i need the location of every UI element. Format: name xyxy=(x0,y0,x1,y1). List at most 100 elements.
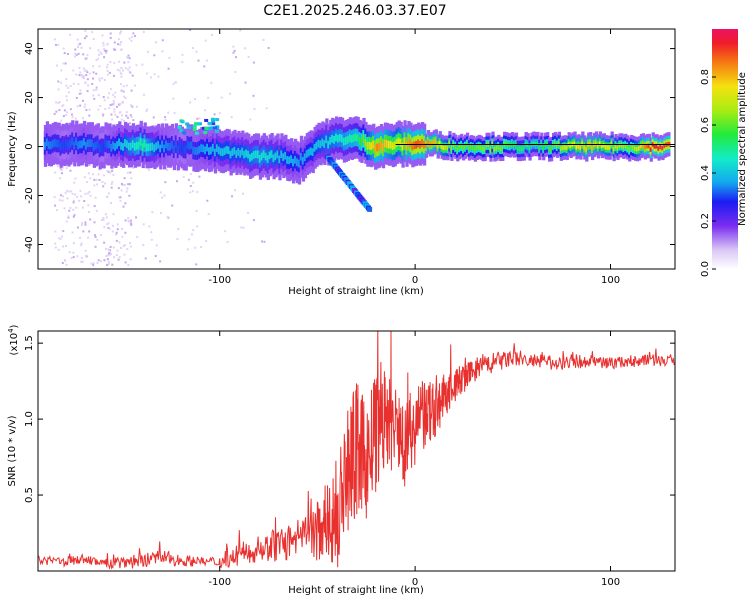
speckle xyxy=(141,63,144,66)
speckle xyxy=(70,190,73,193)
speckle xyxy=(115,231,118,234)
ridge-cell xyxy=(374,144,378,153)
speckle xyxy=(56,164,59,167)
ridge-cell xyxy=(86,139,91,148)
speckle xyxy=(58,101,61,104)
speckle xyxy=(126,248,129,251)
speckle xyxy=(81,206,84,209)
speckle xyxy=(113,62,116,65)
spectrogram-ticks: -100 0 100 -40 -20 0 20 40 xyxy=(24,29,675,286)
speckle xyxy=(64,62,67,65)
ridge-cell xyxy=(413,141,417,150)
ridge-cell xyxy=(655,144,659,149)
ridge-cell xyxy=(268,151,272,160)
ridge-cell xyxy=(399,138,403,147)
speckle xyxy=(210,81,213,84)
speckle xyxy=(57,88,60,91)
ridge-cell xyxy=(522,146,526,151)
speckle xyxy=(226,240,229,243)
speckle xyxy=(74,117,77,120)
speckle xyxy=(104,213,107,216)
speckle xyxy=(123,244,126,247)
ridge-cell xyxy=(272,154,276,163)
ridge-cell xyxy=(491,141,495,146)
speckle xyxy=(136,235,139,238)
speckle xyxy=(87,210,90,213)
speckle xyxy=(93,184,96,187)
ridge-cell xyxy=(264,152,268,161)
ridge-cell xyxy=(204,146,208,155)
speckle xyxy=(109,88,112,91)
branch-cell xyxy=(210,117,215,121)
svg-text:(x104): (x104) xyxy=(7,324,20,355)
speckle xyxy=(71,116,74,119)
speckle xyxy=(187,178,190,181)
speckle xyxy=(88,114,91,117)
speckle xyxy=(127,183,130,186)
branch-cell xyxy=(192,128,197,132)
snr-xlabel: Height of straight line (km) xyxy=(288,585,424,596)
speckle xyxy=(128,183,131,186)
ridge-cell xyxy=(100,143,104,152)
speckle xyxy=(157,75,160,78)
ridge-cell xyxy=(69,139,73,148)
ridge-cell xyxy=(252,151,257,159)
ridge-cell xyxy=(61,140,65,149)
speckle xyxy=(218,112,221,115)
ridge-cell xyxy=(311,148,315,157)
speckle xyxy=(64,191,67,194)
speckle xyxy=(62,230,65,233)
speckle xyxy=(100,218,103,221)
speckle xyxy=(145,109,148,112)
speckle xyxy=(191,47,194,50)
speckle xyxy=(80,74,83,77)
ridge-cell xyxy=(602,143,607,148)
ridge-cell xyxy=(129,142,134,151)
speckle xyxy=(112,224,115,227)
speckle xyxy=(189,172,192,175)
speckle xyxy=(85,74,88,77)
speckle xyxy=(117,187,120,190)
ridge-cell xyxy=(293,155,298,164)
speckle xyxy=(102,41,105,44)
ridge-cell xyxy=(397,137,401,146)
speckle xyxy=(95,59,98,62)
speckle xyxy=(72,201,75,204)
speckle xyxy=(120,41,123,44)
speckle xyxy=(93,178,96,181)
speckle xyxy=(104,247,107,250)
speckle xyxy=(84,81,87,84)
speckle xyxy=(80,195,83,198)
ridge-cell xyxy=(379,141,384,149)
ridge-cell xyxy=(563,145,567,150)
speckle xyxy=(95,88,98,91)
speckle xyxy=(65,95,68,98)
speckle xyxy=(168,56,171,59)
ridge-cell xyxy=(315,141,319,150)
speckle xyxy=(54,171,57,174)
speckle xyxy=(83,37,86,40)
ridge-cell xyxy=(235,150,239,158)
ridge-cell xyxy=(352,134,356,142)
speckle xyxy=(73,55,76,58)
y-tick-label: 40 xyxy=(24,42,35,55)
speckle xyxy=(61,262,64,265)
ridge-cell xyxy=(376,143,380,152)
ridge-cell xyxy=(227,146,231,155)
speckle xyxy=(78,92,81,95)
speckle xyxy=(130,35,133,38)
ridge-cell xyxy=(456,147,460,152)
ridge-cell xyxy=(409,139,413,148)
ridge-cell xyxy=(57,139,61,148)
ridge-cell xyxy=(295,158,300,167)
ridge-cell xyxy=(495,146,499,151)
speckle xyxy=(253,108,256,111)
ridge-cell xyxy=(401,142,405,151)
speckle xyxy=(60,119,63,122)
ridge-cell xyxy=(503,141,507,147)
speckle xyxy=(130,222,133,225)
ridge-cell xyxy=(581,141,585,146)
speckle xyxy=(76,226,79,229)
speckle xyxy=(60,169,63,172)
speckle xyxy=(166,169,169,172)
